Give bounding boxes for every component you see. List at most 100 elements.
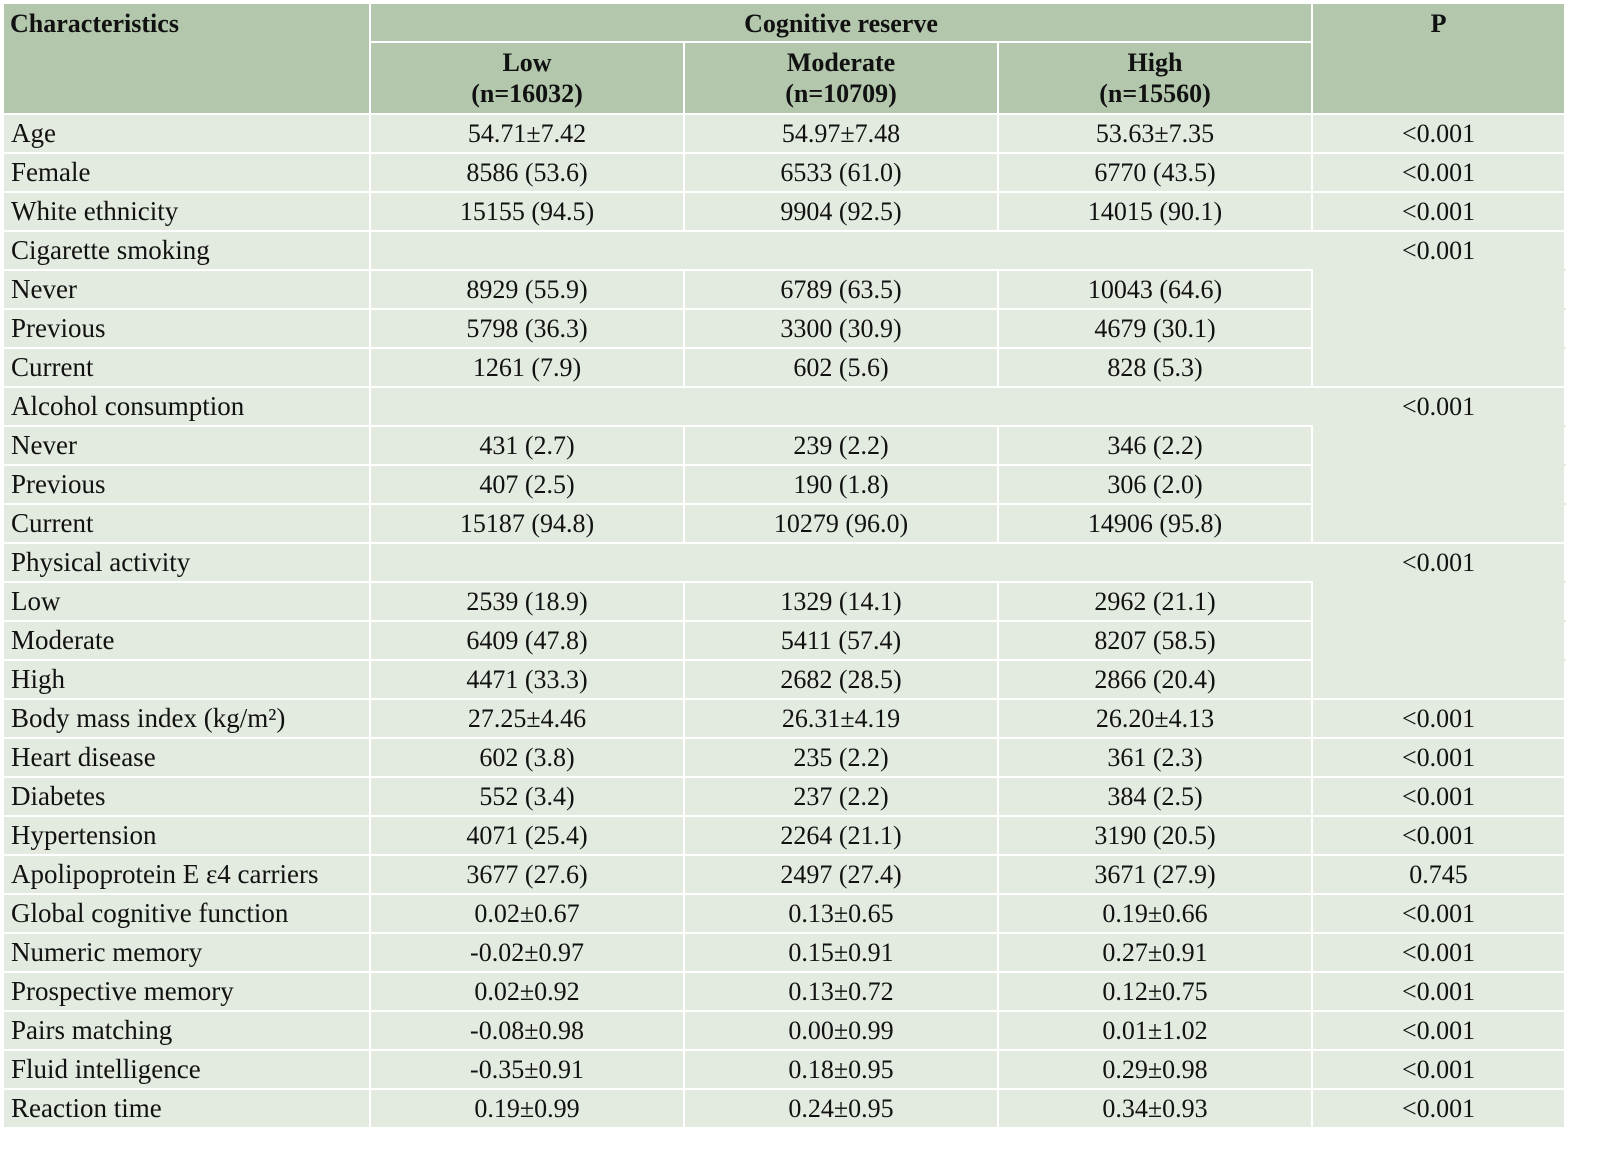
table-header: Characteristics Cognitive reserve P Low … [2,2,1567,115]
cell-low [369,230,685,271]
cell-high: 14015 (90.1) [996,191,1314,232]
cell-moderate: 5411 (57.4) [683,620,999,661]
table-row: Low 2539 (18.9) 1329 (14.1) 2962 (21.1) [2,581,1567,622]
table-row: Never 431 (2.7) 239 (2.2) 346 (2.2) [2,425,1567,466]
cell-p-value: <0.001 [1311,152,1567,193]
cell-high: 8207 (58.5) [996,620,1314,661]
cell-low: 8929 (55.9) [369,269,685,310]
cell-p-value: <0.001 [1311,932,1567,973]
cell-high: 0.27±0.91 [996,932,1314,973]
table-row: Previous 5798 (36.3) 3300 (30.9) 4679 (30.1… [2,308,1567,349]
cell-p-value: <0.001 [1311,386,1567,427]
cell-p-value: <0.001 [1311,737,1567,778]
cell-high: 3671 (27.9) [996,854,1314,895]
cell-high: 0.29±0.98 [996,1049,1314,1090]
header-row-top: Characteristics Cognitive reserve P [2,2,1567,115]
row-label: Apolipoprotein E ε4 carriers [2,854,371,895]
group-count: (n=15560) [1099,79,1211,108]
row-label: Current [2,503,371,544]
group-header-moderate: Moderate (n=10709) [683,41,999,115]
cell-low: -0.08±0.98 [369,1010,685,1051]
cell-p-value: <0.001 [1311,1049,1567,1090]
cell-low: 2539 (18.9) [369,581,685,622]
cell-high [996,386,1314,427]
cell-low: 552 (3.4) [369,776,685,817]
cell-low: 431 (2.7) [369,425,685,466]
cell-low: 0.19±0.99 [369,1088,685,1129]
cell-moderate: 26.31±4.19 [683,698,999,739]
cell-low: 15187 (94.8) [369,503,685,544]
table-row: Diabetes 552 (3.4) 237 (2.2) 384 (2.5) <0.00… [2,776,1567,817]
cell-moderate: 54.97±7.48 [683,113,999,154]
table-row: Never 8929 (55.9) 6789 (63.5) 10043 (64.6) [2,269,1567,310]
table-row: Heart disease 602 (3.8) 235 (2.2) 361 (2.3)… [2,737,1567,778]
row-label: Cigarette smoking [2,230,371,271]
cell-high: 0.19±0.66 [996,893,1314,934]
cell-high: 346 (2.2) [996,425,1314,466]
cell-low: 5798 (36.3) [369,308,685,349]
cell-low: 54.71±7.42 [369,113,685,154]
cell-moderate: 2497 (27.4) [683,854,999,895]
cell-moderate: 2264 (21.1) [683,815,999,856]
row-label: White ethnicity [2,191,371,232]
cell-moderate: 0.00±0.99 [683,1010,999,1051]
table-row: Female 8586 (53.6) 6533 (61.0) 6770 (43.5) <… [2,152,1567,193]
cell-moderate: 0.15±0.91 [683,932,999,973]
cell-low: 27.25±4.46 [369,698,685,739]
cell-p-value: <0.001 [1311,1010,1567,1051]
cell-high: 14906 (95.8) [996,503,1314,544]
cell-moderate: 2682 (28.5) [683,659,999,700]
row-label: Current [2,347,371,388]
cell-moderate: 9904 (92.5) [683,191,999,232]
cell-low: -0.02±0.97 [369,932,685,973]
cell-high: 0.12±0.75 [996,971,1314,1012]
cell-high: 0.01±1.02 [996,1010,1314,1051]
cell-moderate: 0.13±0.65 [683,893,999,934]
group-count: (n=10709) [785,79,897,108]
cell-low [369,386,685,427]
table-row: Pairs matching -0.08±0.98 0.00±0.99 0.01±1.… [2,1010,1567,1051]
table-row: Hypertension 4071 (25.4) 2264 (21.1) 3190 (… [2,815,1567,856]
group-header-high: High (n=15560) [996,41,1314,115]
cell-high: 384 (2.5) [996,776,1314,817]
row-label: Female [2,152,371,193]
table-row: Global cognitive function 0.02±0.67 0.13±0… [2,893,1567,934]
row-label: Pairs matching [2,1010,371,1051]
row-label: Previous [2,308,371,349]
cell-moderate: 190 (1.8) [683,464,999,505]
cell-high: 4679 (30.1) [996,308,1314,349]
table-row: Reaction time 0.19±0.99 0.24±0.95 0.34±0.93… [2,1088,1567,1129]
cell-p-value [1311,269,1567,310]
cell-p-value [1311,659,1567,700]
cell-low: 1261 (7.9) [369,347,685,388]
cell-high: 10043 (64.6) [996,269,1314,310]
table-row: Age 54.71±7.42 54.97±7.48 53.63±7.35 <0.001 [2,113,1567,154]
p-value-header: P [1311,2,1567,115]
row-label: Age [2,113,371,154]
cell-moderate: 6789 (63.5) [683,269,999,310]
cell-p-value: <0.001 [1311,191,1567,232]
cell-high: 2866 (20.4) [996,659,1314,700]
cell-moderate: 0.13±0.72 [683,971,999,1012]
cell-high: 828 (5.3) [996,347,1314,388]
row-label: Heart disease [2,737,371,778]
cell-moderate [683,542,999,583]
row-label: Fluid intelligence [2,1049,371,1090]
cell-moderate [683,386,999,427]
row-label: Numeric memory [2,932,371,973]
cell-moderate: 602 (5.6) [683,347,999,388]
row-label: Previous [2,464,371,505]
table-row: Numeric memory -0.02±0.97 0.15±0.91 0.27±0.… [2,932,1567,973]
cell-moderate: 6533 (61.0) [683,152,999,193]
table-row: Cigarette smoking <0.001 [2,230,1567,271]
cell-moderate: 0.24±0.95 [683,1088,999,1129]
cell-high [996,542,1314,583]
row-label: Prospective memory [2,971,371,1012]
cell-p-value: <0.001 [1311,1088,1567,1129]
characteristics-header: Characteristics [2,2,371,115]
group-name: Low [502,48,552,77]
row-label: Alcohol consumption [2,386,371,427]
cell-high: 306 (2.0) [996,464,1314,505]
cell-p-value [1311,503,1567,544]
cell-low: 0.02±0.67 [369,893,685,934]
